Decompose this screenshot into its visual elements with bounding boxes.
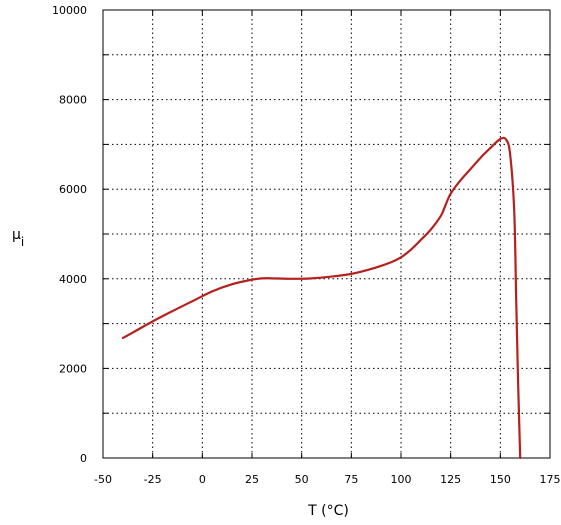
x-tick-label: -50 [94,473,112,486]
y-tick-label: 2000 [59,362,87,375]
y-tick-label: 10000 [52,4,87,17]
series-line [121,136,522,460]
x-axis-label: T (°C) [307,503,349,519]
axis-labels: -50 -25 0 25 50 75 100 125 150 175 0 2000 4000 6000 80… [12,4,561,519]
plot-frame [102,9,551,459]
grid [103,10,550,458]
y-tick-label: 8000 [59,94,87,107]
series-layer [121,136,522,460]
y-axis-label: μi [12,227,24,249]
x-tick-label: 0 [199,473,206,486]
y-tick-label: 6000 [59,183,87,196]
x-tick-label: 150 [490,473,511,486]
x-tick-label: 50 [295,473,309,486]
axis-ticks [102,9,551,459]
x-tick-label: -25 [144,473,162,486]
x-tick-label: 100 [391,473,412,486]
y-tick-label: 4000 [59,273,87,286]
x-tick-label: 75 [344,473,358,486]
x-tick-label: 125 [440,473,461,486]
x-tick-label: 25 [245,473,259,486]
x-tick-label: 175 [540,473,561,486]
y-tick-label: 0 [80,452,87,465]
